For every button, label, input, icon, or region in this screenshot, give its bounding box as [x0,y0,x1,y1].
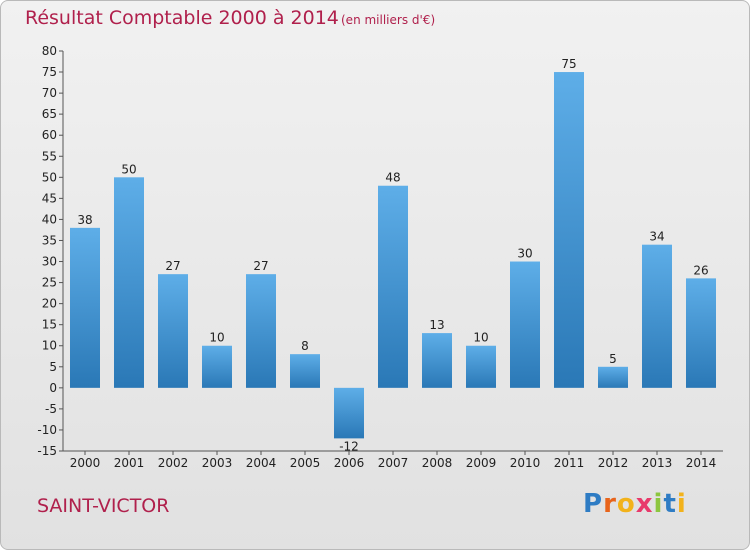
bar-2011 [554,72,584,388]
x-tick-label-2004: 2004 [246,456,277,470]
bar-2013 [642,244,672,388]
data-label-2004: 27 [253,259,268,273]
logo-letter: i [653,489,664,519]
bar-2003 [202,345,232,388]
y-tick-label: 45 [42,191,57,205]
data-label-2005: 8 [301,339,309,353]
logo-letter: r [603,489,617,519]
y-tick-label: 50 [42,170,57,184]
x-tick-label-2008: 2008 [422,456,453,470]
y-tick-label: 75 [42,65,57,79]
bar-2006 [334,387,364,439]
logo-letter: P [583,489,604,519]
logo-letter: x [635,489,654,519]
y-tick-label: 10 [42,339,57,353]
data-label-2003: 10 [209,331,224,345]
x-tick-label-2001: 2001 [114,456,145,470]
logo-letter: i [676,489,687,519]
x-tick-label-2006: 2006 [334,456,365,470]
bar-2008 [422,333,452,388]
logo-letter: t [663,489,677,519]
y-tick-label: 70 [42,86,57,100]
data-label-2007: 48 [385,171,400,185]
bars-group [70,72,716,439]
data-label-2014: 26 [693,263,708,277]
y-tick-label: 80 [42,44,57,58]
data-label-2001: 50 [121,162,136,176]
data-label-2002: 27 [165,259,180,273]
bar-2005 [290,354,320,388]
data-label-2012: 5 [609,352,617,366]
data-label-2000: 38 [77,213,92,227]
bar-2001 [114,177,144,388]
x-tick-label-2009: 2009 [466,456,497,470]
y-tick-label: 20 [42,297,57,311]
proxiti-logo: Proxiti [583,489,687,519]
axes [59,50,723,455]
y-tick-label: 35 [42,233,57,247]
y-tick-label: 40 [42,212,57,226]
x-tick-label-2007: 2007 [378,456,409,470]
bar-2014 [686,278,716,388]
data-label-2009: 10 [473,331,488,345]
data-label-2013: 34 [649,230,664,244]
y-tick-label: 0 [49,381,57,395]
y-tick-label: 60 [42,128,57,142]
y-tick-label: 30 [42,255,57,269]
y-tick-label: -10 [37,423,57,437]
y-tick-label: 55 [42,149,57,163]
y-tick-label: 5 [49,360,57,374]
bar-2010 [510,261,540,388]
x-tick-label-2011: 2011 [554,456,585,470]
bar-2007 [378,185,408,388]
labels-group: 80757065605550454035302520151050-5-10-15… [37,44,716,470]
x-tick-label-2013: 2013 [642,456,673,470]
town-name: SAINT-VICTOR [37,495,170,517]
logo-letter: o [616,489,636,519]
y-tick-label: 15 [42,318,57,332]
x-tick-label-2014: 2014 [686,456,717,470]
chart-subtitle: (en milliers d'€) [341,13,436,27]
y-tick-label: -5 [45,402,57,416]
bar-2004 [246,274,276,388]
x-tick-label-2005: 2005 [290,456,321,470]
chart-title: Résultat Comptable 2000 à 2014 [25,7,339,29]
data-label-2011: 75 [561,57,576,71]
bar-2000 [70,227,100,388]
x-tick-label-2002: 2002 [158,456,189,470]
x-tick-label-2000: 2000 [70,456,101,470]
bar-2002 [158,274,188,388]
data-label-2006: -12 [339,439,359,453]
y-tick-label: 25 [42,276,57,290]
bar-2012 [598,366,628,388]
bar-2009 [466,345,496,388]
data-label-2008: 13 [429,318,444,332]
y-tick-label: 65 [42,107,57,121]
y-tick-label: -15 [37,444,57,458]
x-tick-label-2012: 2012 [598,456,629,470]
data-label-2010: 30 [517,247,532,261]
x-tick-label-2003: 2003 [202,456,233,470]
x-tick-label-2010: 2010 [510,456,541,470]
